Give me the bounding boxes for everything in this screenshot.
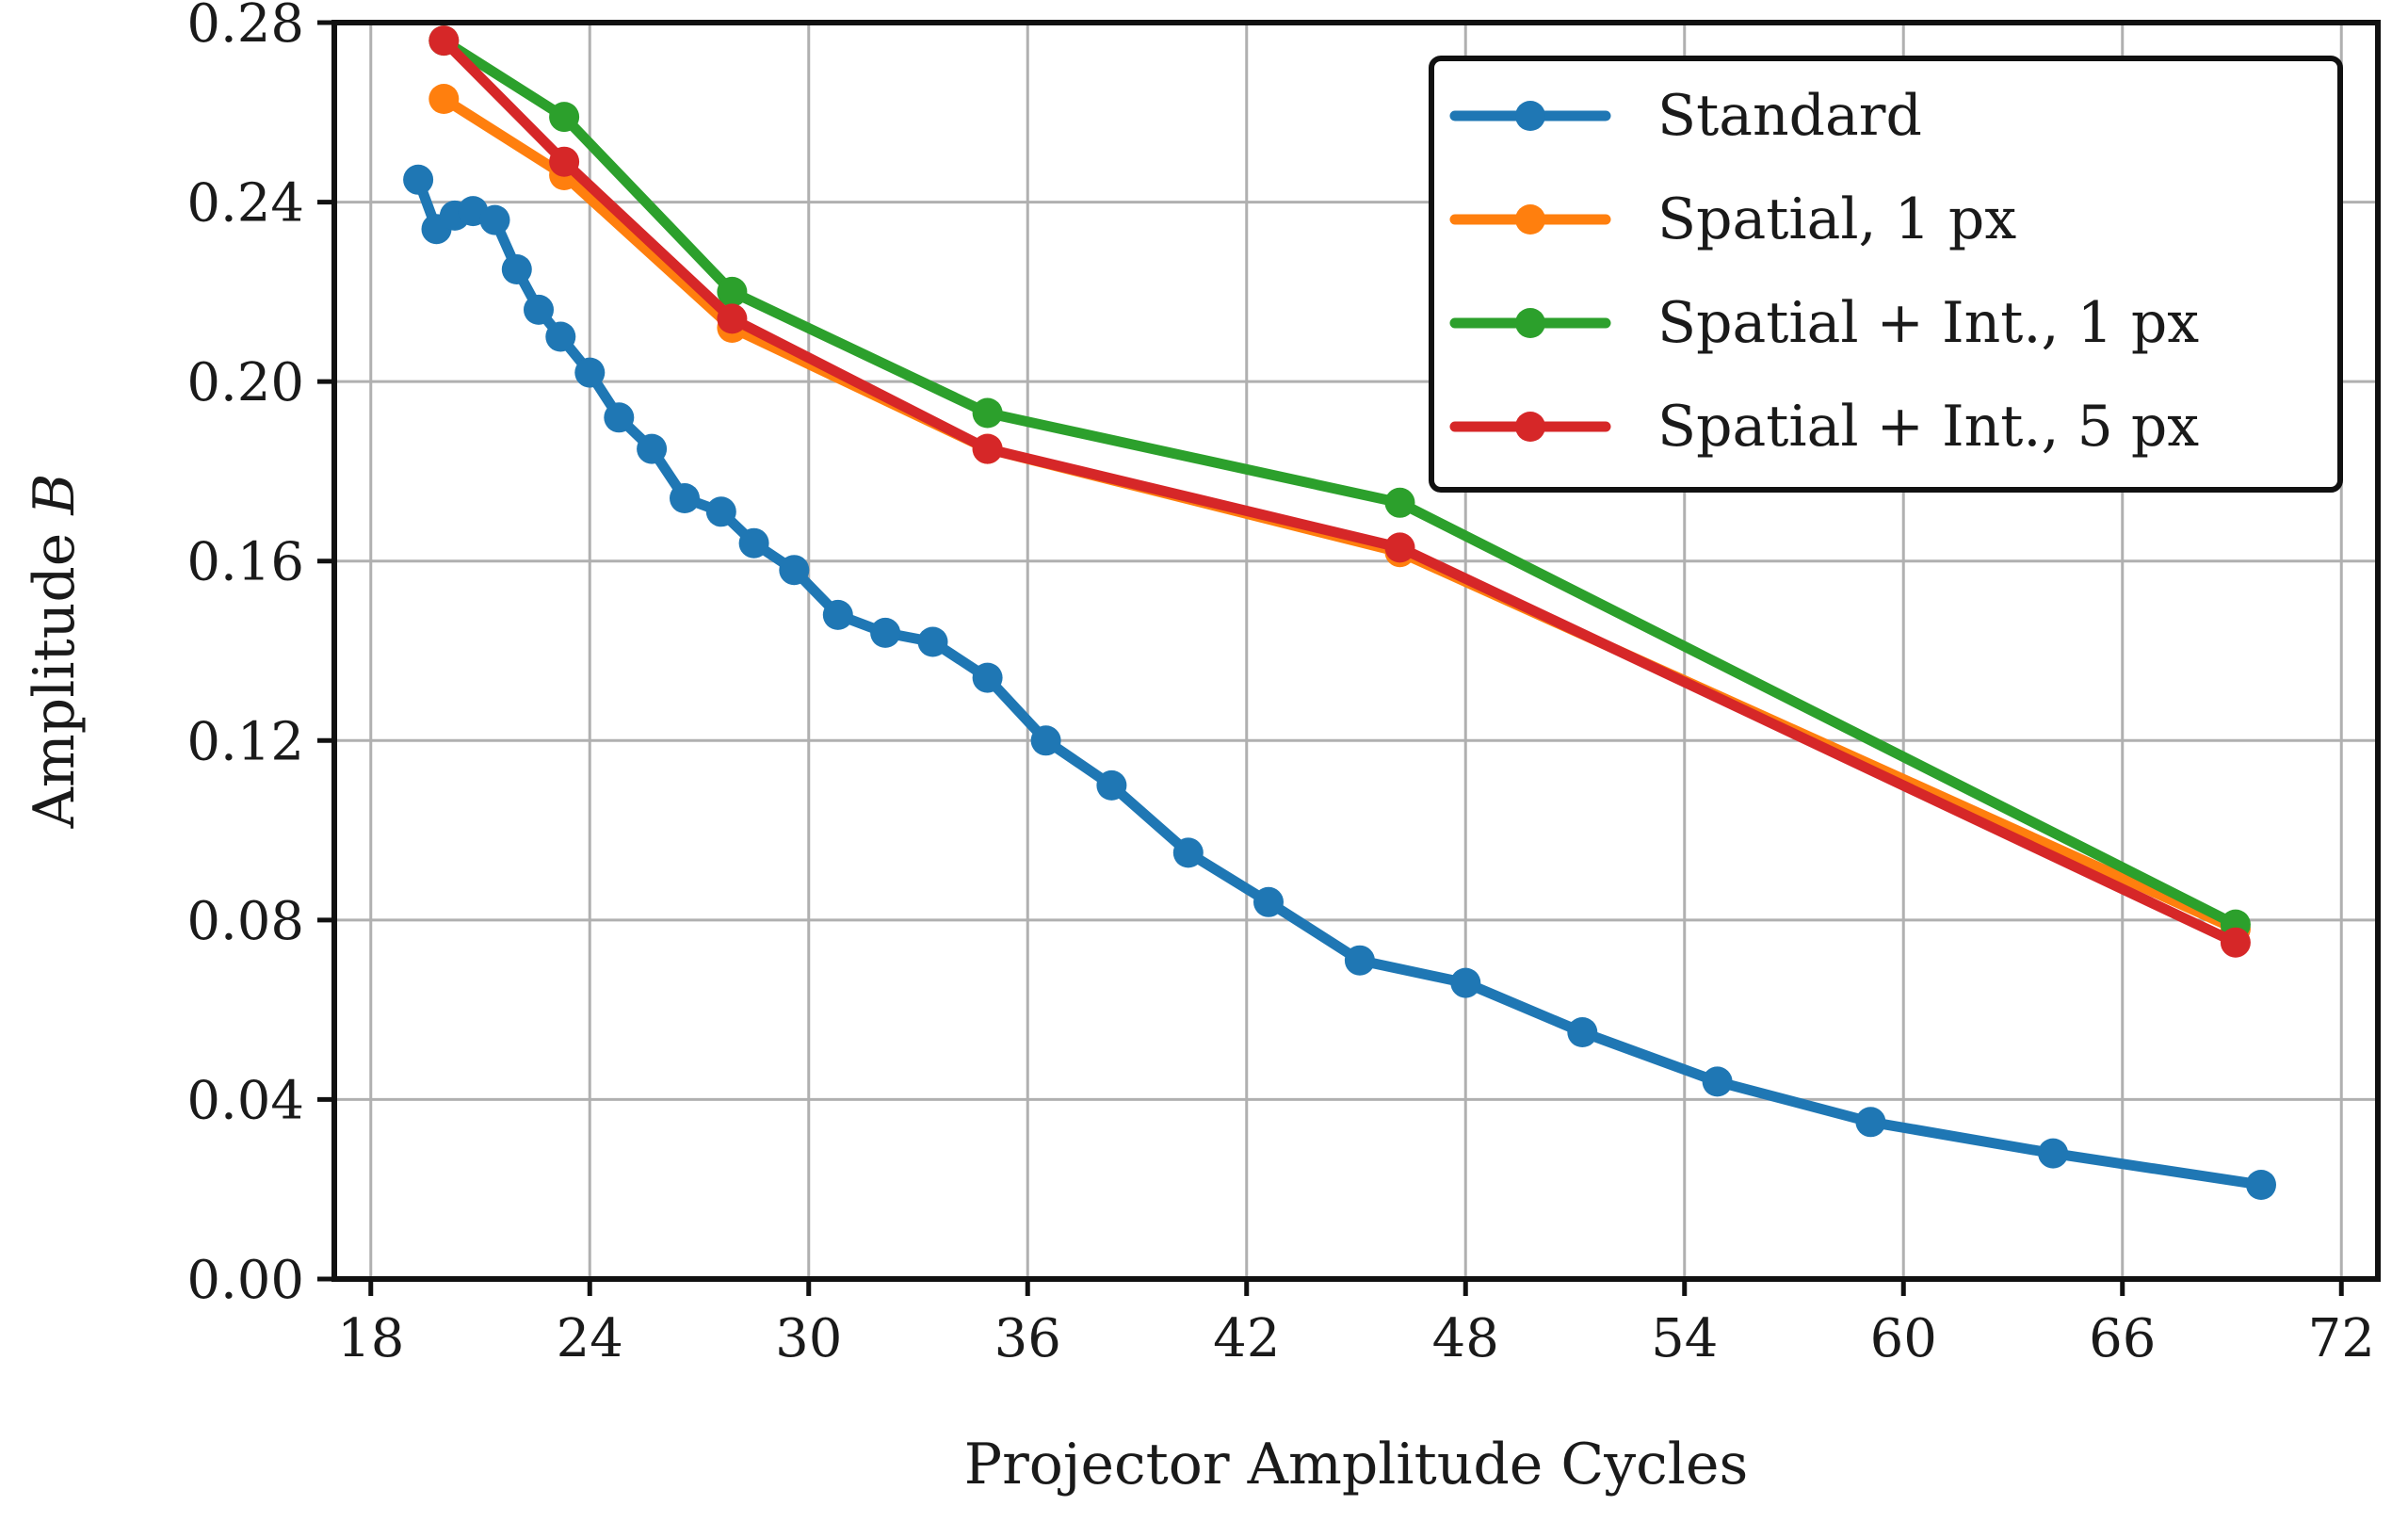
data-point [1096,769,1127,801]
legend-entry-standard: Standard [1449,83,1922,149]
y-tick-label: 0.16 [186,532,304,593]
ticks: 18 24 30 36 42 48 54 60 66 72 0.00 0.04 0.08 0.12 0.16… [186,0,2375,1369]
data-point [428,84,460,114]
data-point [549,146,580,177]
legend: Standard Spatial, 1 px Spatial + Int., 1… [1429,56,2343,493]
x-axis-label: Projector Amplitude Cycles [964,1432,1749,1498]
y-tick-label: 0.00 [186,1250,304,1311]
legend-swatch-marker [1515,101,1545,131]
data-point [738,527,769,559]
data-point [1030,725,1061,756]
x-tick-label: 30 [775,1308,842,1369]
data-point [670,483,700,513]
series-line [438,35,2241,931]
data-point [1450,967,1481,998]
data-point [870,617,901,648]
legend-box [1429,56,2343,493]
data-point [1344,945,1375,976]
data-point [2038,1138,2069,1169]
legend-swatch-marker [1515,308,1545,338]
legend-label-spatial-1px: Spatial, 1 px [1657,186,2016,252]
data-point [779,555,810,586]
data-point [545,321,576,352]
legend-entry-spatial-1px: Spatial, 1 px [1449,186,2016,252]
x-tick-label: 54 [1651,1308,1718,1369]
data-point [1172,837,1204,868]
data-point [972,397,1003,429]
data-point [717,303,748,334]
data-point [822,599,853,630]
data-point [501,254,532,284]
x-tick-label: 66 [2089,1308,2156,1369]
x-tick-label: 36 [994,1308,1061,1369]
data-point [403,164,434,195]
data-point [574,357,606,388]
data-point [1384,532,1415,563]
series-line [438,35,2241,948]
data-point [705,496,736,527]
data-point [479,204,510,235]
x-tick-label: 48 [1432,1308,1499,1369]
y-axis-label: Amplitude B [22,474,88,830]
data-point [549,102,580,133]
y-tick-label: 0.28 [186,0,304,55]
y-tick-label: 0.20 [186,352,304,413]
x-tick-label: 18 [337,1308,404,1369]
data-point [524,294,554,325]
y-tick-label: 0.08 [186,891,304,952]
data-point [972,662,1003,693]
plot-frame [331,20,2381,1282]
data-point [1253,886,1284,917]
legend-swatch-marker [1515,204,1545,235]
y-tick-label: 0.12 [186,711,304,772]
series-layer [403,25,2276,1200]
data-point [972,433,1003,464]
data-point [1702,1066,1733,1097]
data-point [2246,1170,2276,1200]
x-tick-label: 60 [1870,1308,1937,1369]
data-point [637,433,668,464]
legend-label-standard: Standard [1657,83,1922,149]
data-point [2220,927,2251,958]
data-point [917,626,948,657]
legend-label-spatial-int-1px: Spatial + Int., 1 px [1657,290,2199,356]
series-3 [428,25,2251,958]
data-point [1567,1017,1598,1047]
data-point [604,402,635,433]
y-tick-label: 0.24 [186,173,304,235]
data-point [428,25,460,57]
x-tick-label: 72 [2308,1308,2375,1369]
series-0 [403,164,2276,1200]
y-axis-label-prefix: Amplitude [22,515,88,830]
legend-swatch-marker [1515,412,1545,442]
data-point [1384,487,1415,518]
legend-entry-spatial-int-5px: Spatial + Int., 5 px [1449,394,2199,460]
data-point [1855,1107,1886,1138]
legend-label-spatial-int-5px: Spatial + Int., 5 px [1657,394,2199,460]
data-point [717,276,748,307]
series-2 [428,25,2251,940]
x-tick-label: 24 [557,1308,623,1369]
y-tick-label: 0.04 [186,1070,304,1131]
y-axis-label-symbol: B [22,474,88,516]
x-tick-label: 42 [1213,1308,1280,1369]
legend-entry-spatial-int-1px: Spatial + Int., 1 px [1449,290,2199,356]
